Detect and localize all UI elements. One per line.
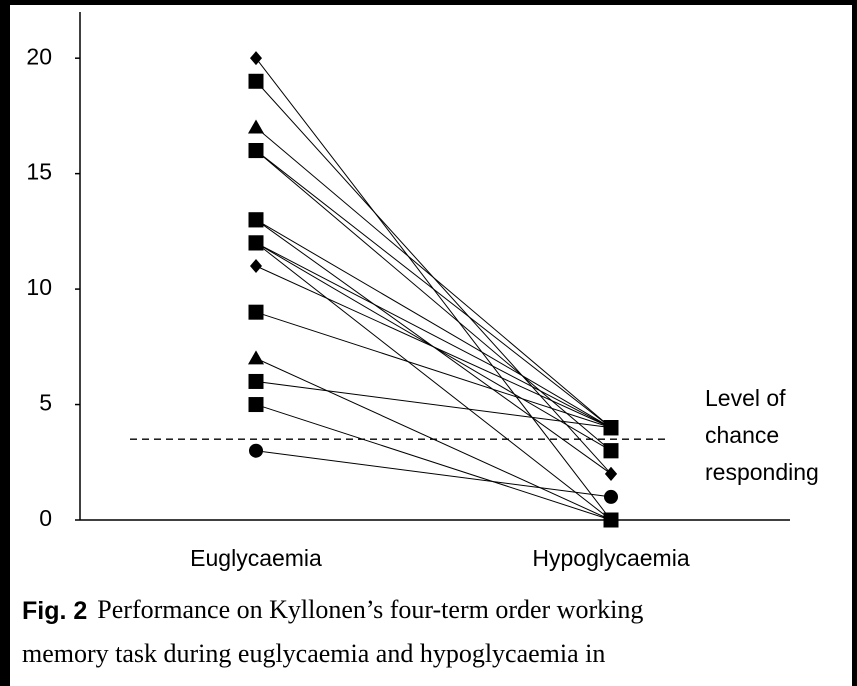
subject-line [255,404,612,521]
marker-triangle [248,350,264,365]
y-tick-label: 5 [39,390,52,416]
marker-diamond [605,466,617,481]
marker-diamond [250,51,262,66]
subject-line [255,357,612,521]
marker-diamond [250,259,262,273]
marker-square [603,512,619,528]
y-tick-label: 20 [26,43,52,69]
marker-circle [249,443,263,458]
chance-label: responding [705,459,819,485]
y-tick-label: 0 [39,505,52,531]
marker-square [603,420,619,436]
caption-label: Fig. 2 [22,597,87,625]
subject-line [255,265,612,429]
marker-square [248,235,264,251]
marker-square [248,304,264,320]
subject-line [255,150,612,429]
subject-line [255,242,612,429]
x-tick-label: Hypoglycaemia [532,545,689,571]
subject-line [255,127,612,429]
caption-line: memory task during euglycaemia and hypog… [22,639,605,668]
subject-line [255,242,612,521]
subject-line [255,450,612,498]
y-tick-label: 10 [26,274,52,300]
marker-square [603,443,619,459]
marker-square [248,373,264,389]
chance-label: chance [705,422,779,448]
y-tick-label: 15 [26,159,52,185]
subject-line [255,219,612,429]
marker-square [248,143,264,159]
marker-triangle [248,119,264,134]
marker-square [248,212,264,228]
marker-square [248,397,264,413]
marker-square [248,73,264,89]
caption-line: Fig. 2 Performance on Kyllonen’s four-ter… [22,595,643,625]
subject-line [255,380,612,429]
subject-line [255,311,612,429]
x-tick-label: Euglycaemia [190,545,322,571]
chance-label: Level of [705,385,786,411]
caption-text: Performance on Kyllonen’s four-term orde… [97,595,643,624]
marker-circle [604,489,618,504]
